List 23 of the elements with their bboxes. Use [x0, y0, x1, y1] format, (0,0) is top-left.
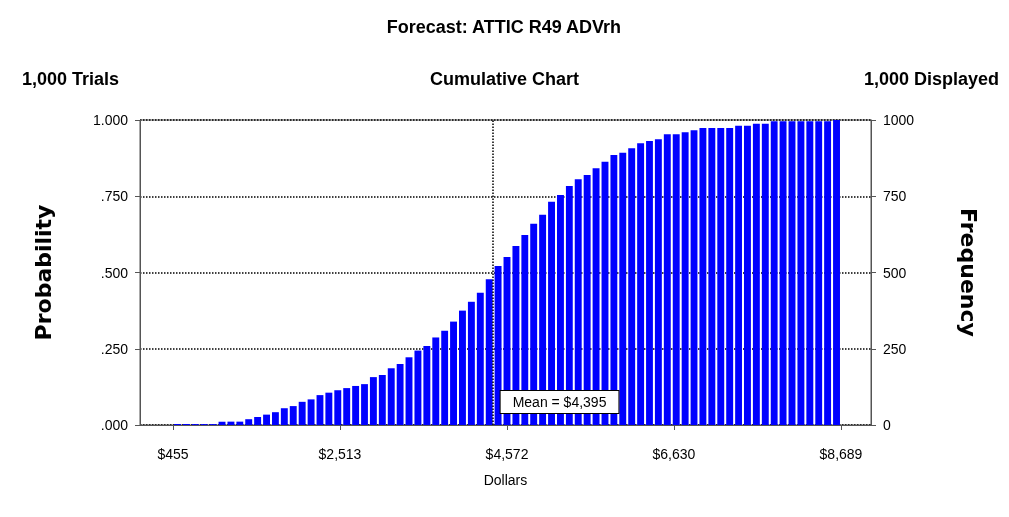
y2-tick-label: 0 — [883, 417, 891, 433]
y2-tick-label: 750 — [883, 188, 907, 205]
y2-tick-label: 500 — [883, 264, 907, 281]
x-axis-title: Dollars — [483, 472, 528, 488]
chart-title: Forecast: ATTIC R49 ADVrh — [386, 17, 622, 37]
y-axis-title: Probability — [30, 204, 56, 341]
x-tick-label: $4,572 — [485, 446, 529, 462]
y2-tick-label: 250 — [883, 340, 907, 357]
y-tick-label: .750 — [100, 188, 129, 205]
y-tick-label: .250 — [100, 340, 129, 357]
y2-axis-title: Frequency — [955, 208, 981, 337]
ref-line-label: Mean = $4,395 — [512, 394, 607, 410]
x-tick-label: $2,513 — [318, 446, 362, 462]
y-tick-label: 1.000 — [92, 112, 129, 128]
y-tick-label: .000 — [100, 417, 129, 433]
y-tick-label: .500 — [100, 264, 129, 281]
x-tick-label: $6,630 — [652, 446, 696, 462]
x-tick-label: $8,689 — [819, 446, 863, 462]
text: 1,000 Displayed — [863, 69, 1000, 89]
x-tick-label: $455 — [157, 446, 189, 462]
chart-subtitle: Cumulative Chart — [429, 69, 580, 89]
y2-tick-label: 1000 — [883, 112, 915, 128]
text: 1,000 Trials — [22, 69, 120, 89]
